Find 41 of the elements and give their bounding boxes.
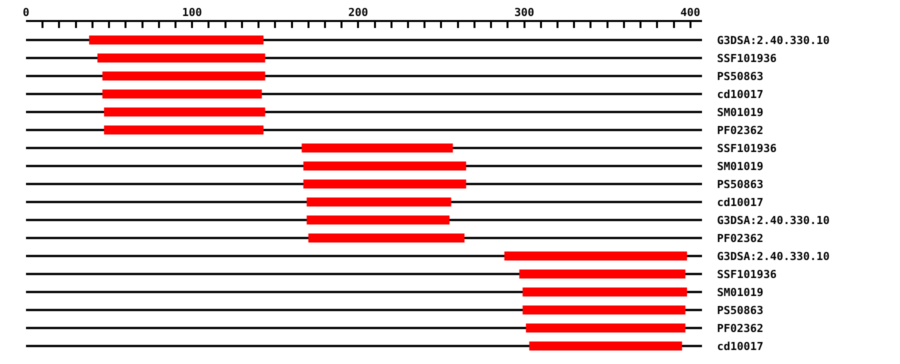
x-tick-label: 400 xyxy=(680,6,700,19)
y-tick-label: G3DSA:2.40.330.10 xyxy=(717,34,830,47)
y-tick-label: SSF101936 xyxy=(717,268,777,281)
bar xyxy=(308,234,464,242)
bar xyxy=(519,270,686,278)
bar xyxy=(526,324,686,332)
y-tick-label: SSF101936 xyxy=(717,52,777,65)
bar xyxy=(306,216,450,224)
bar xyxy=(529,342,682,350)
bar xyxy=(306,198,452,206)
x-tick-label: 200 xyxy=(348,6,368,19)
y-tick-label: cd10017 xyxy=(717,88,764,101)
bar xyxy=(522,288,688,296)
y-tick-label: SM01019 xyxy=(717,160,764,173)
y-tick-label: cd10017 xyxy=(717,340,764,353)
y-tick-label: SM01019 xyxy=(717,106,764,119)
y-tick-label: SSF101936 xyxy=(717,142,777,155)
x-tick-label: 100 xyxy=(182,6,202,19)
y-tick-label: PS50863 xyxy=(717,178,764,191)
y-tick-label: PS50863 xyxy=(717,304,764,317)
bar xyxy=(302,144,453,152)
bar xyxy=(522,306,686,314)
bar xyxy=(303,180,466,188)
y-tick-label: PF02362 xyxy=(717,322,764,335)
bar xyxy=(102,72,266,80)
bar xyxy=(303,162,466,170)
y-tick-label: G3DSA:2.40.330.10 xyxy=(717,250,830,263)
bar xyxy=(104,108,266,116)
x-tick-label: 300 xyxy=(514,6,534,19)
bar xyxy=(97,54,266,62)
bar xyxy=(89,36,264,44)
y-tick-label: PF02362 xyxy=(717,124,764,137)
bar xyxy=(504,252,688,260)
y-tick-label: G3DSA:2.40.330.10 xyxy=(717,214,830,227)
y-tick-label: SM01019 xyxy=(717,286,764,299)
x-tick-label: 0 xyxy=(22,6,30,19)
y-tick-label: PS50863 xyxy=(717,70,764,83)
y-tick-label: PF02362 xyxy=(717,232,764,245)
bar xyxy=(104,126,264,134)
y-tick-label: cd10017 xyxy=(717,196,764,209)
bar xyxy=(102,90,262,98)
